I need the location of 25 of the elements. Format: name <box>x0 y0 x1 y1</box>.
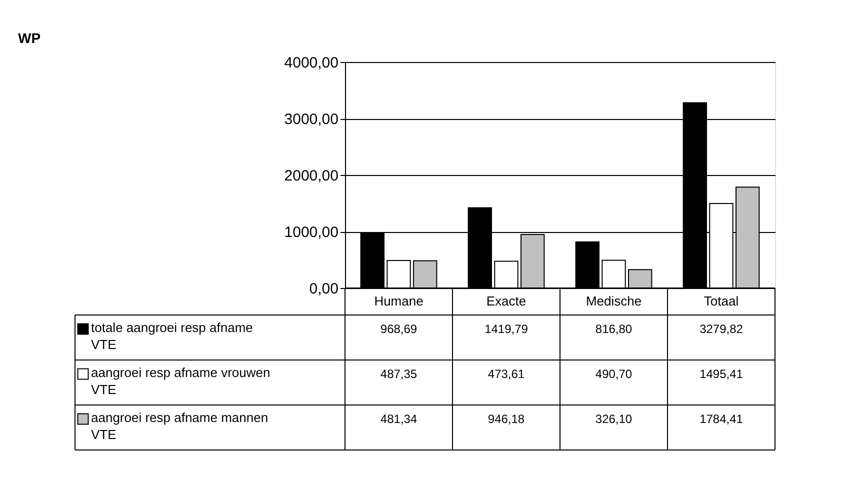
data-label: 1419,79 <box>484 322 528 336</box>
data-label: 968,69 <box>380 322 418 336</box>
data-label: 490,70 <box>595 367 632 381</box>
y-tick-label: 0,00 <box>309 280 338 298</box>
y-tick-label: 1000,00 <box>284 224 338 241</box>
legend-label: aangroei resp afname vrouwen VTE <box>91 365 270 397</box>
text: WP <box>18 30 41 46</box>
y-tick-label: 4000,00 <box>284 54 338 72</box>
x-tick-label: Humane <box>374 294 424 308</box>
x-tick-label: Medische <box>586 294 642 308</box>
legend-label: aangroei resp afname mannen VTE <box>91 410 268 442</box>
y-tick-label: 2000,00 <box>284 168 338 184</box>
data-label: 481,34 <box>380 412 418 426</box>
data-label: 946,18 <box>488 412 525 426</box>
x-tick-label: Totaal <box>704 294 739 308</box>
data-label: 816,80 <box>595 322 632 336</box>
data-label: 1495,41 <box>700 367 744 381</box>
x-tick-label: Exacte <box>486 294 526 308</box>
data-label: 1784,41 <box>700 412 744 426</box>
legend-label: totale aangroei resp afname VTE <box>91 320 253 352</box>
data-label: 3279,82 <box>700 322 744 336</box>
data-label: 487,35 <box>380 367 418 381</box>
data-label: 473,61 <box>488 367 525 381</box>
y-tick-label: 3000,00 <box>284 111 338 128</box>
data-label: 326,10 <box>595 412 632 426</box>
